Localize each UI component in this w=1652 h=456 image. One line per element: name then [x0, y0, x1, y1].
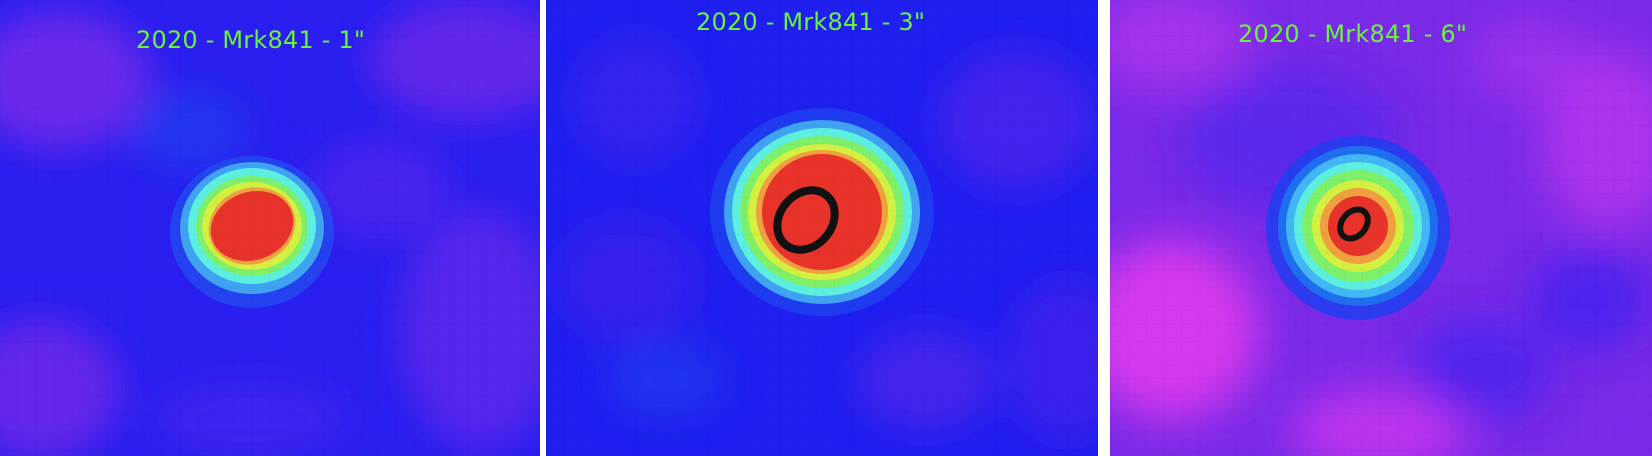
panel-title: 2020 - Mrk841 - 6" [1238, 20, 1468, 48]
panel-title: 2020 - Mrk841 - 1" [136, 26, 366, 54]
image-panel-1s: 2020 - Mrk841 - 1" [0, 0, 540, 456]
intensity-map-6s [1110, 0, 1652, 456]
panel-title: 2020 - Mrk841 - 3" [696, 8, 926, 36]
image-panel-6s: 2020 - Mrk841 - 6" [1110, 0, 1652, 456]
image-panel-3s: 2020 - Mrk841 - 3" [546, 0, 1098, 456]
intensity-map-1s [0, 0, 540, 456]
intensity-map-3s [546, 0, 1098, 456]
